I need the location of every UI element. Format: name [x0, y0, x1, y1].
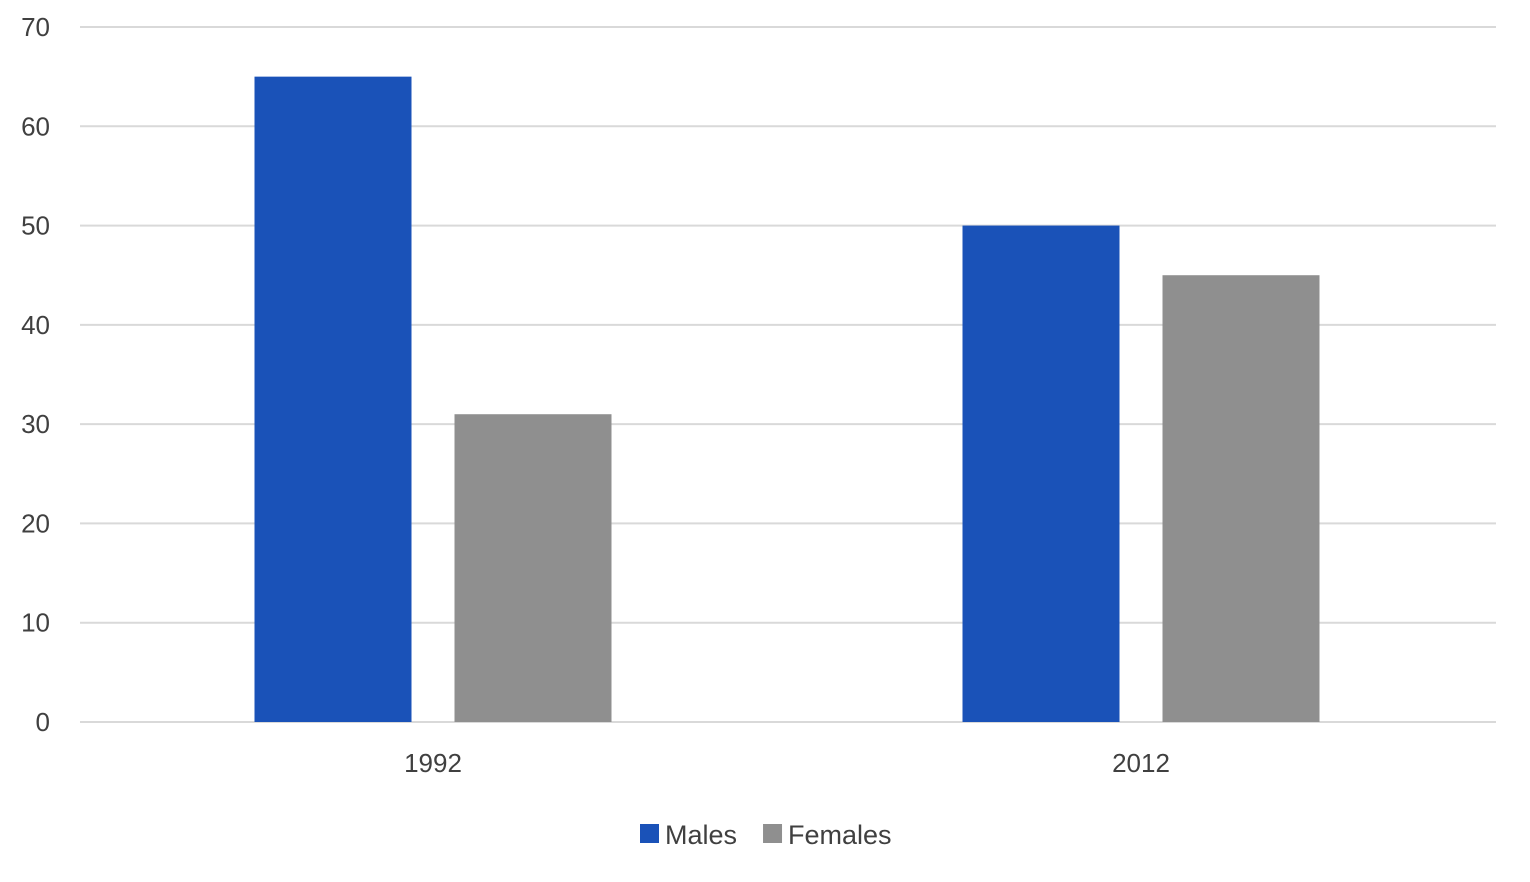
y-axis-ticks: 0 10 20 30 40 50 60 70	[21, 12, 50, 737]
x-axis-ticks: 1992 2012	[404, 748, 1170, 778]
legend-label-females: Females	[788, 820, 892, 850]
legend-swatch-females	[763, 824, 783, 843]
y-tick-label: 10	[21, 608, 50, 638]
bar-males-2012	[962, 225, 1120, 723]
legend: Males Females	[640, 820, 892, 850]
y-tick-label: 0	[36, 707, 50, 737]
y-tick-label: 20	[21, 508, 50, 538]
y-tick-label: 70	[21, 12, 50, 42]
legend-swatch-males	[640, 824, 659, 843]
x-tick-label-2012: 2012	[1112, 748, 1170, 778]
x-tick-label-1992: 1992	[404, 748, 462, 778]
y-tick-label: 50	[21, 211, 50, 241]
bar-males-1992	[254, 76, 412, 722]
bars	[254, 76, 1320, 723]
legend-label-males: Males	[665, 820, 737, 850]
y-tick-label: 60	[21, 111, 50, 141]
bar-females-1992	[454, 414, 612, 722]
y-tick-label: 40	[21, 310, 50, 340]
y-tick-label: 30	[21, 409, 50, 439]
bar-females-2012	[1162, 275, 1320, 722]
